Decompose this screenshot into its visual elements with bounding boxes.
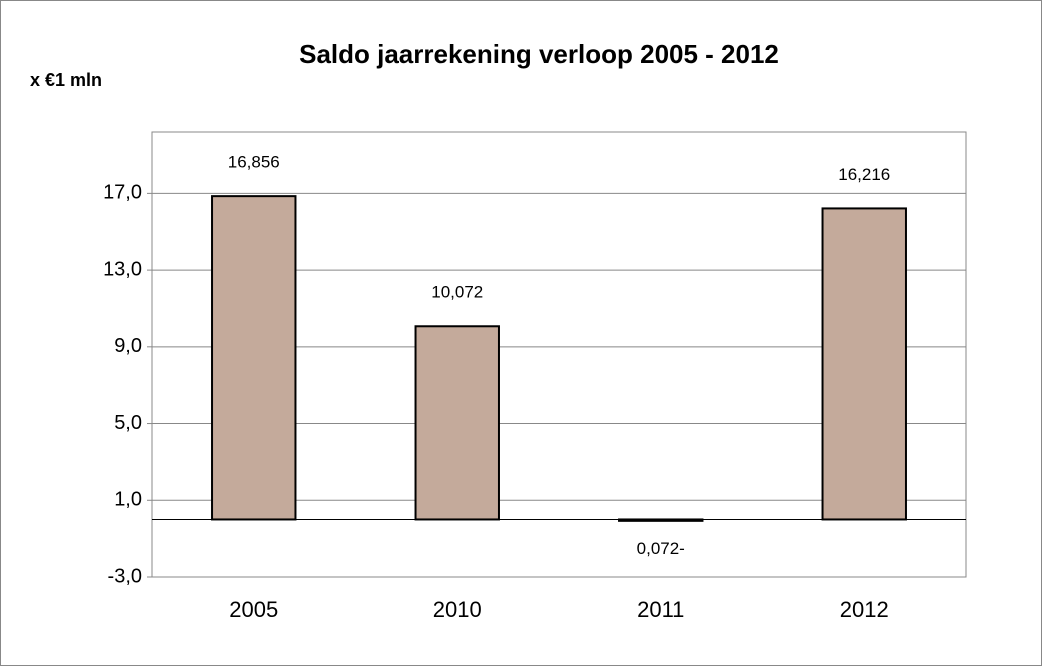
y-tick-label: -3,0	[108, 565, 142, 587]
value-label: 16,856	[228, 153, 280, 172]
bar	[414, 325, 500, 521]
value-label: 10,072	[431, 283, 483, 302]
y-tick-label: 1,0	[114, 489, 142, 511]
x-tick-label: 2012	[840, 597, 889, 622]
chart-title: Saldo jaarrekening verloop 2005 - 2012	[299, 39, 779, 69]
y-tick-label: 13,0	[103, 258, 142, 280]
bar	[821, 207, 907, 521]
x-tick-label: 2011	[637, 597, 684, 622]
bar	[618, 518, 704, 522]
y-tick-label: 17,0	[103, 182, 142, 204]
x-tick-label: 2010	[433, 597, 482, 622]
y-axis-label: x €1 mln	[30, 70, 102, 90]
x-tick-label: 2005	[229, 597, 278, 622]
y-tick-label: 9,0	[114, 335, 142, 357]
value-label: 16,216	[838, 165, 890, 184]
y-tick-label: 5,0	[114, 412, 142, 434]
value-label: 0,072-	[637, 539, 685, 558]
bar	[211, 195, 297, 521]
